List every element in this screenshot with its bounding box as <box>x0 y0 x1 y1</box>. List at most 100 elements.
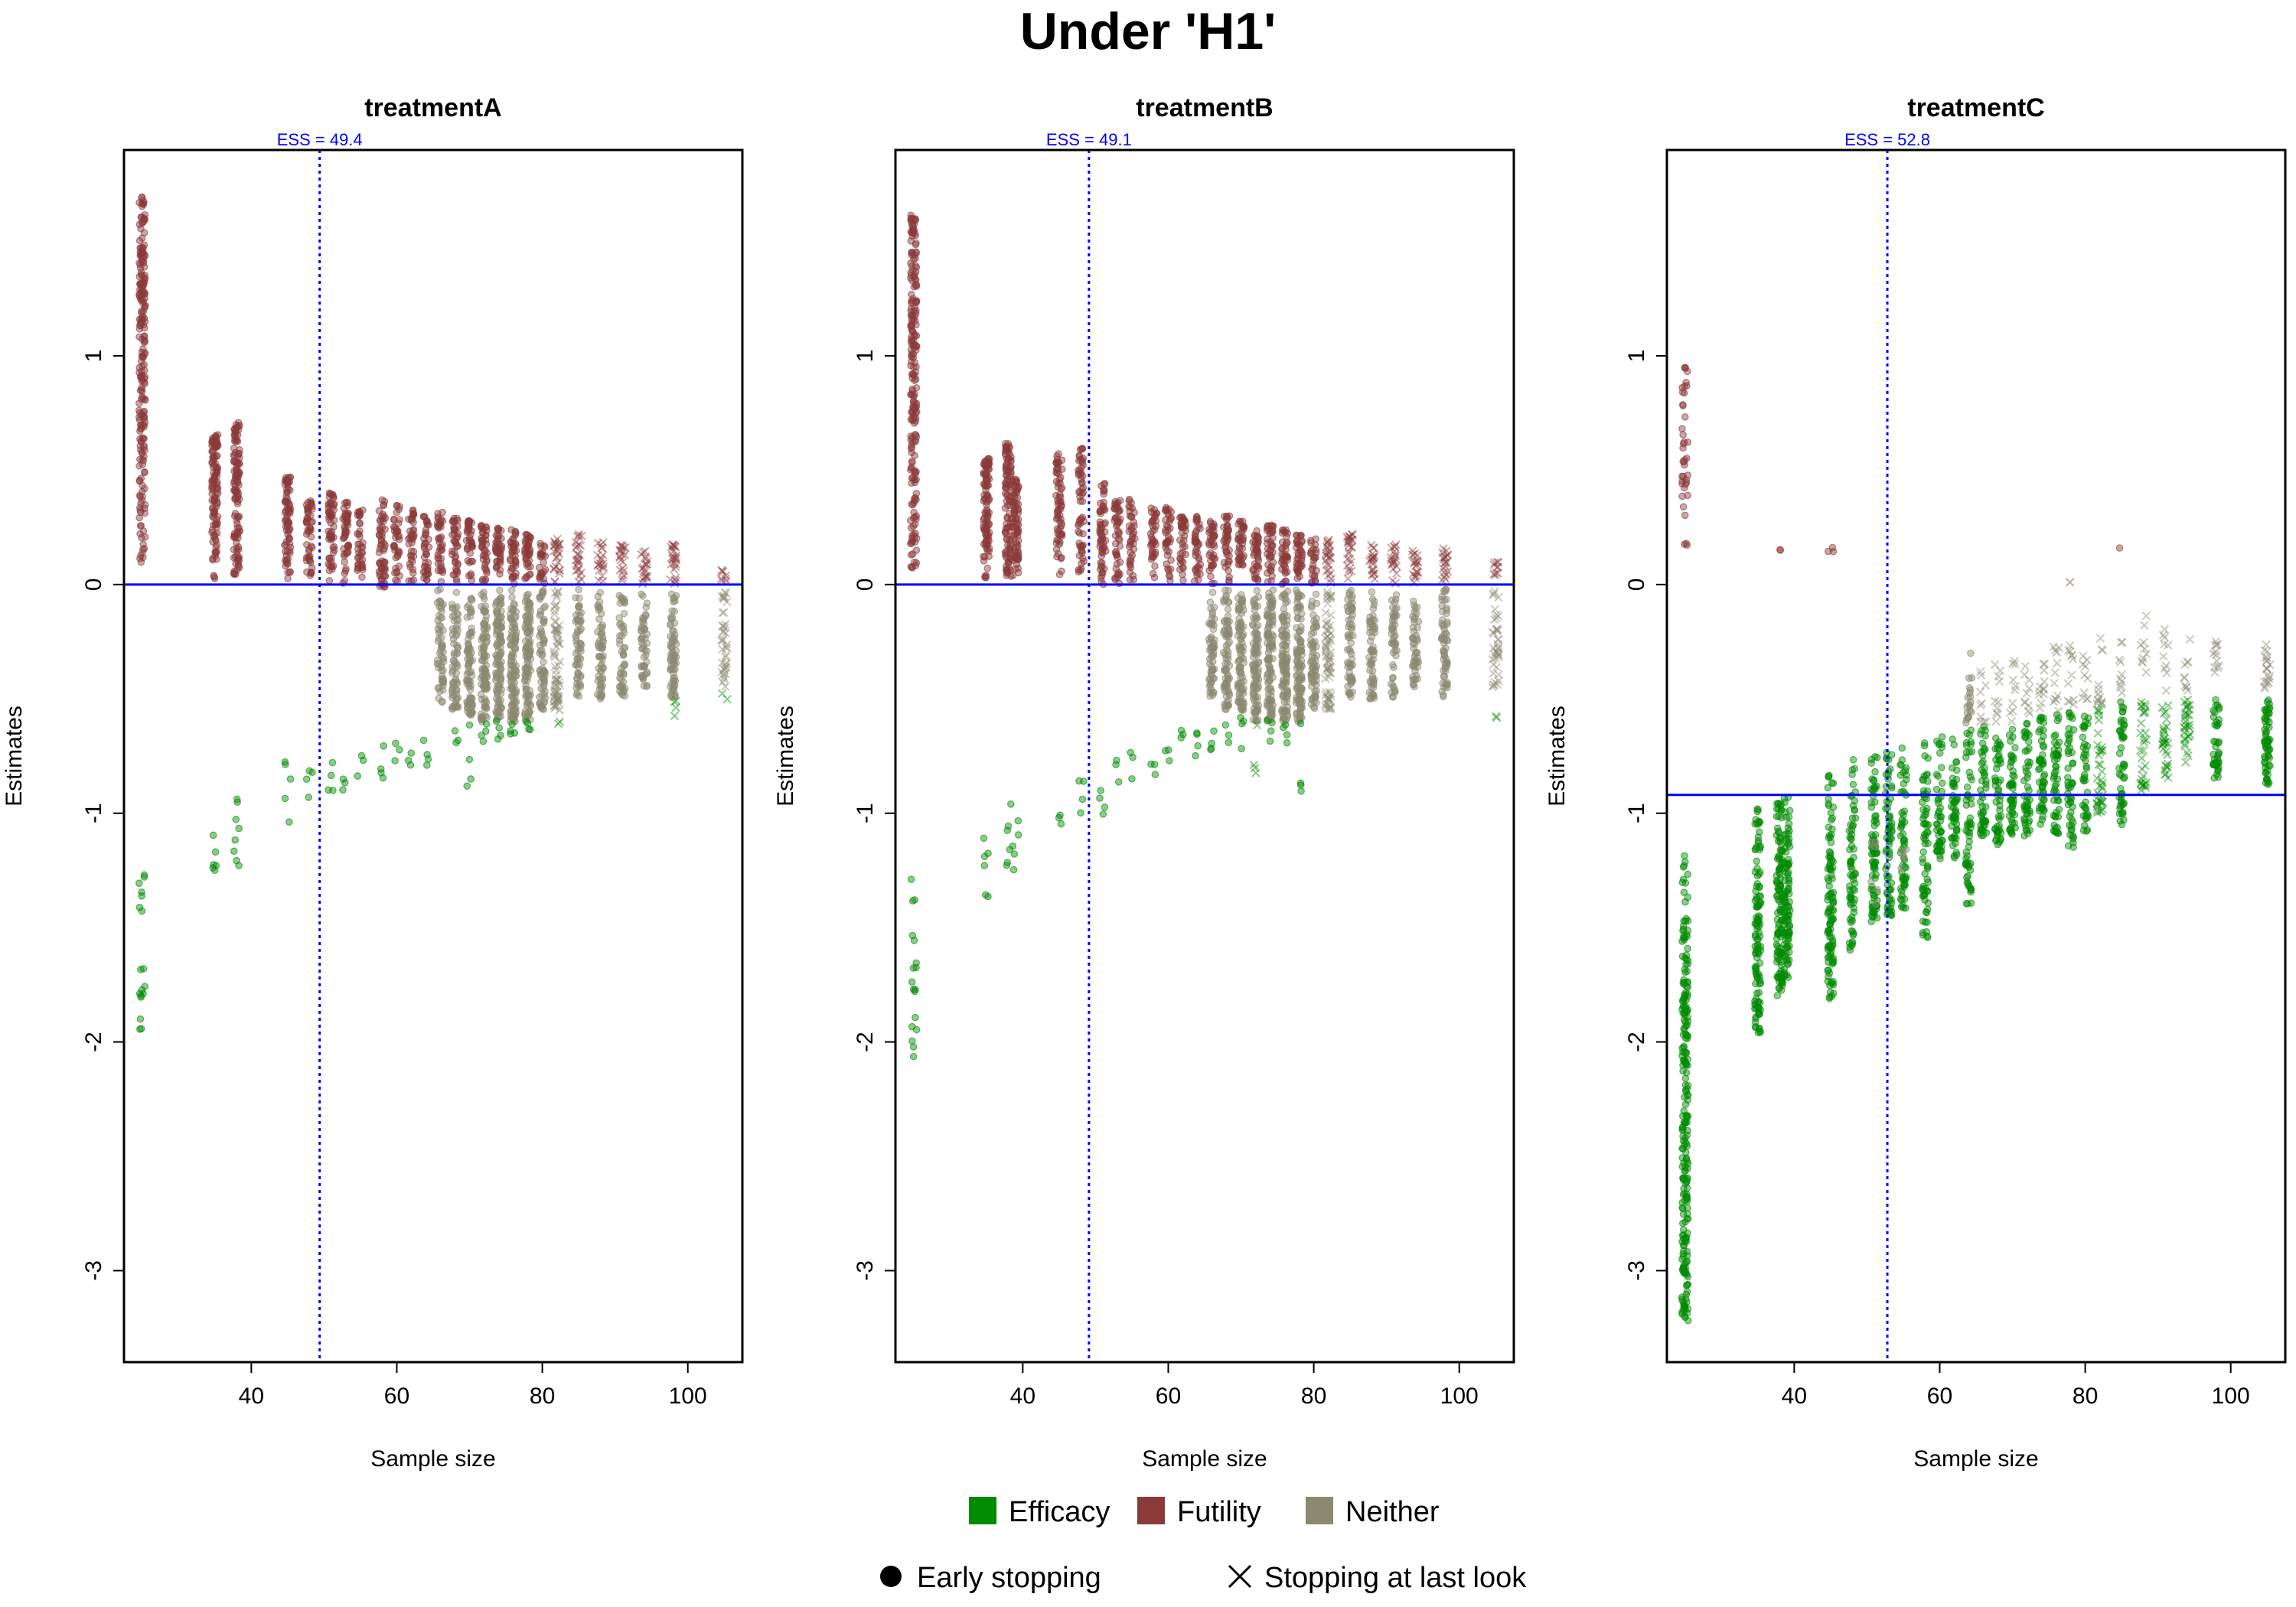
point-early <box>1166 572 1174 581</box>
point-early <box>1297 671 1306 680</box>
y-axis-label: Estimates <box>2 706 27 807</box>
point-early <box>394 547 403 555</box>
point-early <box>1151 771 1159 778</box>
point-early <box>1148 546 1156 555</box>
point-early <box>435 555 443 563</box>
point-early <box>910 508 918 517</box>
point-early <box>433 519 442 527</box>
point-early <box>286 775 295 783</box>
point-early <box>1096 518 1104 526</box>
point-early <box>1125 495 1133 504</box>
point-early <box>1254 621 1262 630</box>
point-early <box>1101 480 1108 488</box>
point-early <box>463 603 471 611</box>
point-early <box>908 931 917 940</box>
point-early <box>138 393 146 401</box>
point-early <box>138 371 145 380</box>
point-cluster-futility-n58 <box>1146 504 1160 582</box>
point-early <box>1010 850 1019 858</box>
point-early <box>232 431 240 439</box>
point-early <box>493 658 501 666</box>
point-early <box>1283 530 1292 537</box>
point-early <box>1207 744 1215 752</box>
point-early <box>1013 526 1022 535</box>
point-early <box>210 452 218 461</box>
point-early <box>439 675 448 683</box>
point-early <box>135 220 144 229</box>
point-early <box>463 528 471 536</box>
point-cluster-neither-n68 <box>448 588 462 713</box>
point-cluster-efficacy-n48 <box>1075 777 1088 817</box>
point-early <box>1280 678 1289 686</box>
point-cluster-neither-n78 <box>1292 586 1306 725</box>
point-early <box>392 553 400 562</box>
point-early <box>493 642 501 650</box>
point-early <box>1253 614 1261 622</box>
point-cluster-futility-n51 <box>1096 479 1110 588</box>
point-early <box>1313 676 1320 685</box>
point-early <box>137 425 145 433</box>
point-early <box>328 510 337 519</box>
point-early <box>521 707 530 715</box>
point-early <box>1001 504 1009 512</box>
point-early <box>135 333 143 341</box>
point-early <box>1220 598 1228 606</box>
x-tick-label: 80 <box>530 1384 555 1409</box>
point-cluster-futility-n62 <box>405 507 418 585</box>
point-early <box>1346 689 1354 697</box>
point-early <box>1297 547 1306 556</box>
point-early <box>599 637 607 646</box>
point-last-look <box>593 550 602 560</box>
point-cluster-efficacy-n38 <box>1003 800 1015 869</box>
point-early <box>512 613 520 621</box>
point-early <box>405 535 413 543</box>
point-cluster-efficacy-n60 <box>391 739 403 764</box>
point-early <box>1164 746 1172 754</box>
point-early <box>524 673 532 681</box>
point-early <box>1254 554 1262 562</box>
point-cluster-efficacy-n35 <box>209 831 220 875</box>
point-early <box>1075 566 1083 574</box>
point-early <box>507 727 514 735</box>
point-early <box>421 530 429 539</box>
point-early <box>451 701 459 709</box>
point-early <box>1251 659 1259 667</box>
point-early <box>396 503 403 510</box>
point-early <box>135 236 144 245</box>
point-early <box>135 363 144 372</box>
point-early <box>1225 738 1233 746</box>
point-cluster-efficacy-n45 <box>281 758 295 826</box>
point-early <box>907 297 915 305</box>
point-early <box>1268 541 1277 549</box>
point-early <box>466 645 475 653</box>
point-early <box>344 498 352 507</box>
point-early <box>139 315 147 323</box>
point-early <box>667 614 675 621</box>
point-early <box>393 569 401 577</box>
point-early <box>434 586 442 595</box>
point-early <box>1237 670 1245 678</box>
point-early <box>141 337 149 345</box>
point-early <box>1003 534 1011 543</box>
point-early <box>230 546 238 553</box>
point-early <box>526 637 534 646</box>
point-early <box>1222 642 1231 650</box>
point-early <box>540 615 548 624</box>
point-early <box>1075 451 1083 460</box>
point-cluster-futility-n78 <box>520 530 535 582</box>
point-cluster-neither-n88 <box>593 588 608 702</box>
point-early <box>139 481 146 490</box>
point-early <box>1166 757 1173 764</box>
point-early <box>1263 550 1271 558</box>
point-early <box>1253 706 1261 714</box>
point-early <box>1267 684 1275 693</box>
point-early <box>439 678 447 686</box>
point-early <box>980 834 988 843</box>
point-cluster-efficacy-n78 <box>1296 719 1305 795</box>
point-early <box>1238 706 1246 714</box>
point-early <box>481 712 490 720</box>
point-early <box>354 564 362 572</box>
point-cluster-futility-n53 <box>1110 497 1124 588</box>
point-early <box>599 652 608 660</box>
y-tick-label: -1 <box>81 803 106 823</box>
